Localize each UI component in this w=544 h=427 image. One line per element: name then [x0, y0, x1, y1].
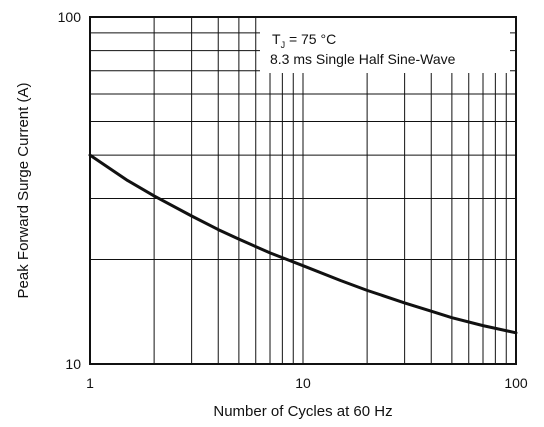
series-layer [88, 153, 518, 335]
y-axis-label: Peak Forward Surge Current (A) [15, 83, 32, 299]
plot-frame [89, 16, 517, 365]
x-tick-label: 100 [504, 375, 528, 391]
annotation-tj-value: = 75 °C [285, 31, 336, 47]
series-line [88, 153, 518, 335]
x-tick-label: 10 [295, 375, 311, 391]
y-tick-label: 100 [58, 9, 82, 25]
annotation-line2: 8.3 ms Single Half Sine-Wave [270, 51, 456, 67]
x-tick-label: 1 [86, 375, 94, 391]
x-axis-label: Number of Cycles at 60 Hz [213, 403, 392, 420]
axes: 1 10 100 10 100 [58, 9, 528, 391]
annotation-box [260, 17, 510, 73]
annotation-tj-symbol: T [272, 31, 281, 47]
annotation-tj: TJ = 75 °C [272, 31, 336, 50]
y-tick-label: 10 [65, 356, 81, 372]
annotation-tj-subscript: J [281, 40, 286, 50]
